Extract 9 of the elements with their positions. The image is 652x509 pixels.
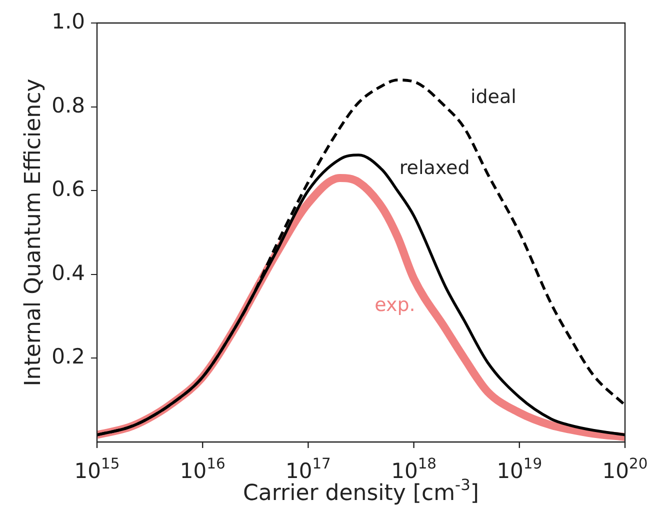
y-tick-label: 0.6 xyxy=(52,177,85,202)
series-label: exp. xyxy=(374,294,416,316)
y-tick-label: 0.4 xyxy=(52,260,85,285)
y-tick-label: 0.8 xyxy=(52,93,85,118)
series-label: ideal xyxy=(470,86,516,108)
y-tick-label: 0.2 xyxy=(52,344,85,369)
y-tick-label: 1.0 xyxy=(52,9,85,34)
y-axis-title: Internal Quantum Efficiency xyxy=(21,78,46,386)
series-label: relaxed xyxy=(399,156,470,179)
